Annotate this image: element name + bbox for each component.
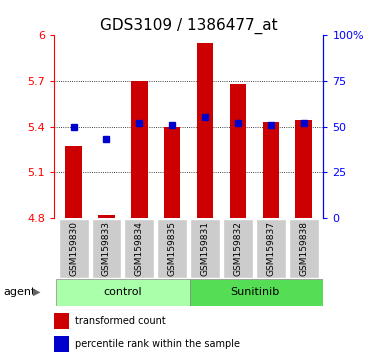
Bar <box>131 81 147 218</box>
Text: percentile rank within the sample: percentile rank within the sample <box>75 339 241 349</box>
Bar <box>59 219 89 278</box>
Text: control: control <box>104 287 142 297</box>
Text: GSM159833: GSM159833 <box>102 221 111 276</box>
Text: GSM159831: GSM159831 <box>201 221 209 276</box>
Bar <box>92 219 121 278</box>
Bar <box>256 219 286 278</box>
Title: GDS3109 / 1386477_at: GDS3109 / 1386477_at <box>100 18 278 34</box>
Text: GSM159834: GSM159834 <box>135 221 144 276</box>
Text: agent: agent <box>4 287 36 297</box>
Bar <box>197 43 213 218</box>
Bar <box>190 279 323 306</box>
Text: GSM159837: GSM159837 <box>266 221 275 276</box>
Bar <box>164 126 181 218</box>
Bar <box>295 120 312 218</box>
Bar <box>230 84 246 218</box>
Bar <box>289 219 319 278</box>
Bar <box>190 219 220 278</box>
Text: GSM159835: GSM159835 <box>168 221 177 276</box>
Text: GSM159830: GSM159830 <box>69 221 78 276</box>
Bar <box>98 215 115 218</box>
Text: Sunitinib: Sunitinib <box>230 287 279 297</box>
Bar <box>65 146 82 218</box>
Bar <box>263 122 279 218</box>
Bar <box>54 336 69 352</box>
Text: GSM159832: GSM159832 <box>233 221 243 276</box>
Text: GSM159838: GSM159838 <box>299 221 308 276</box>
Bar <box>124 219 154 278</box>
Bar <box>55 279 190 306</box>
Bar <box>157 219 187 278</box>
Text: ▶: ▶ <box>33 287 40 297</box>
Bar <box>54 313 69 329</box>
Text: transformed count: transformed count <box>75 316 166 326</box>
Bar <box>223 219 253 278</box>
